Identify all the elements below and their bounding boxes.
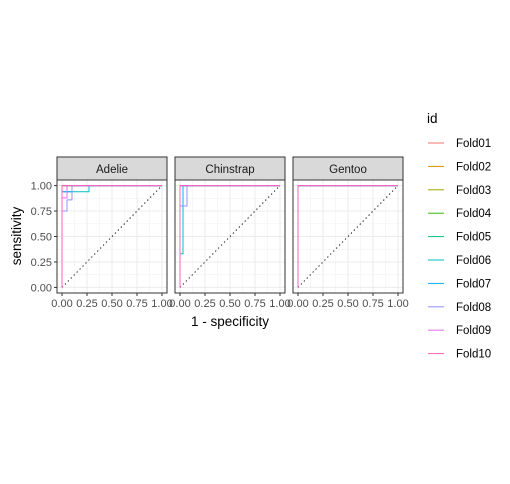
x-tick-label: 0.00 (287, 298, 308, 310)
legend-label: Fold04 (456, 208, 492, 220)
facet-panel-adelie: Adelie 0.00 0.25 0.50 0.75 1.00 0.00 0.25 0.50 0.… (31, 156, 173, 310)
x-tick-label: 0.25 (194, 298, 215, 310)
x-tick-label: 0.75 (244, 298, 265, 310)
y-tick-label: 1.00 (31, 181, 52, 193)
legend-item-fold04: Fold04 (428, 208, 492, 220)
y-tick-label: 0.00 (31, 282, 52, 294)
legend-item-fold02: Fold02 (428, 161, 491, 173)
roc-line-chinstrap-fold10 (179, 185, 280, 288)
legend-label: Fold06 (456, 255, 491, 267)
legend-item-fold08: Fold08 (428, 302, 491, 314)
roc-line-adelie-fold10 (61, 185, 162, 288)
legend-label: Fold05 (456, 232, 491, 244)
legend-item-fold09: Fold09 (428, 325, 491, 337)
facet-strip-label: Chinstrap (205, 164, 254, 176)
legend-item-fold01: Fold01 (428, 138, 491, 150)
y-tick-label: 0.50 (31, 232, 52, 244)
roc-line-gentoo-fold10 (297, 185, 398, 288)
x-tick-label: 1.00 (387, 298, 408, 310)
x-tick-label: 1.00 (269, 298, 290, 310)
y-tick-label: 0.75 (31, 206, 52, 218)
x-tick-label: 0.75 (362, 298, 383, 310)
legend-label: Fold07 (456, 278, 491, 290)
facet-panel-chinstrap: Chinstrap 0.00 0.25 0.50 0.75 1.00 (169, 156, 291, 310)
x-tick-label: 0.25 (76, 298, 97, 310)
legend-label: Fold02 (456, 161, 491, 173)
legend-item-fold10: Fold10 (428, 349, 491, 361)
x-tick-label: 0.50 (219, 298, 240, 310)
legend-item-fold07: Fold07 (428, 278, 491, 290)
x-tick-label: 0.00 (169, 298, 190, 310)
legend-item-fold06: Fold06 (428, 255, 491, 267)
legend-label: Fold03 (456, 185, 491, 197)
facet-strip-label: Gentoo (329, 164, 367, 176)
x-tick-label: 0.50 (337, 298, 358, 310)
legend-label: Fold01 (456, 138, 491, 150)
legend-item-fold05: Fold05 (428, 232, 491, 244)
x-tick-label: 0.25 (312, 298, 333, 310)
legend-title: id (427, 111, 438, 126)
x-tick-label: 0.50 (101, 298, 122, 310)
legend-label: Fold08 (456, 302, 491, 314)
y-axis-title: sensitivity (9, 206, 24, 265)
x-tick-label: 0.75 (126, 298, 147, 310)
x-tick-label: 0.00 (51, 298, 72, 310)
legend-label: Fold10 (456, 349, 491, 361)
x-tick-label: 1.00 (151, 298, 172, 310)
facet-strip-label: Adelie (96, 164, 128, 176)
y-tick-label: 0.25 (31, 257, 52, 269)
legend-item-fold03: Fold03 (428, 185, 491, 197)
x-axis-title: 1 - specificity (191, 314, 269, 329)
legend: id Fold01 Fold02 Fold03 Fold04 Fold05 Fold06 F… (427, 111, 492, 361)
facet-panel-gentoo: Gentoo 0.00 0.25 0.50 0.75 1.00 (287, 156, 409, 310)
legend-label: Fold09 (456, 325, 491, 337)
